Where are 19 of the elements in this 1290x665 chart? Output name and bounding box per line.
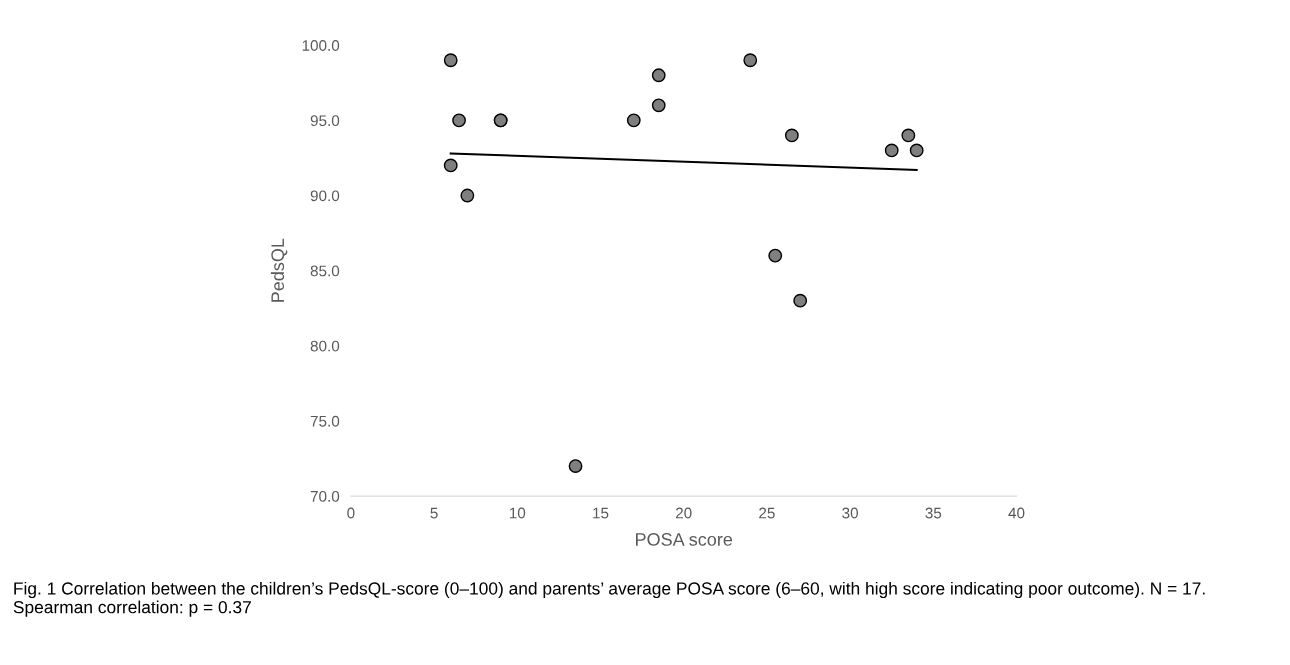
x-tick-label: 15 [593, 507, 609, 519]
x-tick-label: 30 [842, 507, 859, 519]
x-tick-label: 25 [759, 507, 775, 519]
y-tick-label: 80.0 [310, 340, 340, 352]
x-axis-title: POSA score [636, 533, 733, 546]
y-tick-label: 100.0 [302, 40, 340, 51]
x-tick-label: 20 [675, 507, 692, 519]
x-tick-label: 10 [509, 507, 526, 519]
y-tick-label: 85.0 [310, 265, 340, 277]
y-tick-label: 90.0 [310, 190, 340, 202]
x-tick-label: 0 [347, 507, 355, 519]
x-tick-label: 40 [1008, 507, 1025, 519]
x-tick-label: 35 [925, 507, 942, 519]
y-tick-label: 70.0 [310, 490, 340, 502]
caption: Fig. 1 Correlation between the children’s PedsQL-score (0–100) and parents’ average POSA score (6–60, with high score indicating poor outcome). N = 17. Spearman correlation: p = 0.37 [13, 581, 1205, 617]
y-tick-label: 75.0 [310, 415, 340, 427]
y-tick-label: 95.0 [310, 115, 340, 127]
y-axis-title: PedsQL [270, 238, 288, 302]
x-tick-label: 5 [430, 507, 438, 519]
